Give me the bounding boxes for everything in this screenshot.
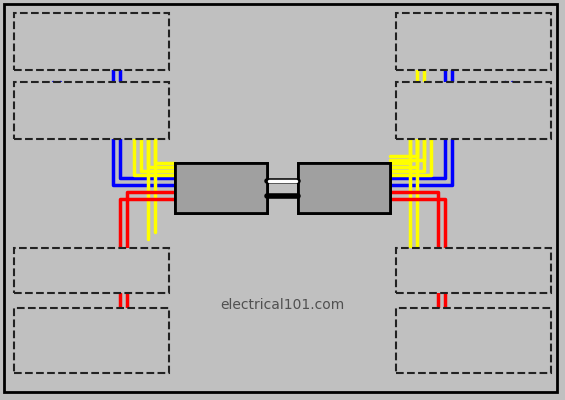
Bar — [14, 308, 169, 373]
Bar — [396, 82, 551, 139]
Bar — [298, 163, 390, 213]
Bar — [396, 248, 551, 293]
Bar — [14, 13, 169, 70]
Bar — [396, 308, 551, 373]
Text: electrical101.com: electrical101.com — [220, 298, 345, 312]
Bar — [396, 13, 551, 70]
Bar — [298, 163, 390, 213]
Bar — [14, 248, 169, 293]
Bar — [14, 82, 169, 139]
Bar — [175, 163, 267, 213]
Bar — [175, 163, 267, 213]
